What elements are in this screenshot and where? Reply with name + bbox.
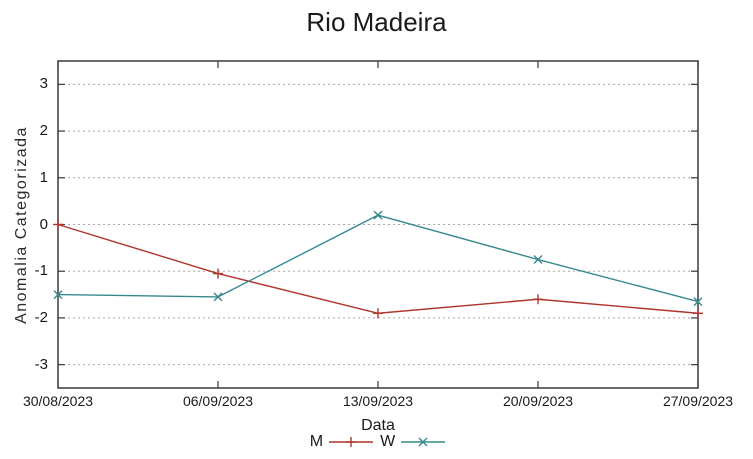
legend-label-w: W xyxy=(380,433,396,450)
cross-marker-icon xyxy=(53,290,63,300)
legend-item-m: M xyxy=(310,433,374,451)
cross-marker-icon xyxy=(693,297,703,307)
cross-marker-icon xyxy=(533,255,543,265)
y-tick-label: 0 xyxy=(39,215,48,233)
y-tick-label: 1 xyxy=(39,168,48,186)
x-tick-label: 27/09/2023 xyxy=(662,393,734,409)
y-tick-label: -3 xyxy=(34,355,48,373)
cross-marker-icon xyxy=(213,292,223,302)
x-tick-label: 13/09/2023 xyxy=(342,393,414,409)
y-tick-label: 2 xyxy=(39,122,48,140)
x-tick-label: 20/09/2023 xyxy=(502,393,574,409)
series-line-w xyxy=(57,214,699,303)
y-tick-label: 3 xyxy=(39,75,48,93)
legend-sample-w xyxy=(401,437,446,447)
x-tick-label: 30/08/2023 xyxy=(22,393,94,409)
y-tick-label: -1 xyxy=(34,262,48,280)
x-tick-label: 06/09/2023 xyxy=(182,393,254,409)
plot-svg xyxy=(53,60,703,389)
x-axis-label: Data xyxy=(361,417,395,434)
series-line-m xyxy=(57,223,699,314)
legend-sample-m xyxy=(329,437,374,447)
y-tick-label: -2 xyxy=(34,308,48,326)
legend-label-m: M xyxy=(309,433,324,450)
plot-area xyxy=(53,60,703,389)
cross-marker-icon xyxy=(373,210,383,220)
chart-title: Rio Madeira xyxy=(306,7,447,37)
legend-item-w: W xyxy=(380,433,446,451)
cross-marker-icon xyxy=(418,437,428,447)
